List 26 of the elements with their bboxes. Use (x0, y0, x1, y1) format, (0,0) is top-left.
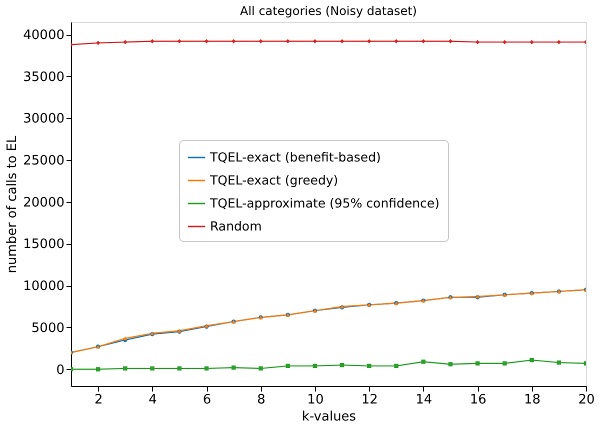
y-tick-label: 0 (56, 362, 64, 378)
x-tick-label: 14 (416, 392, 432, 408)
y-tick-label: 20000 (23, 195, 64, 210)
x-axis-title: k-values (302, 410, 356, 424)
x-tick-label: 10 (307, 392, 324, 408)
y-tick-label: 35000 (23, 70, 64, 85)
y-tick-label: 15000 (23, 237, 64, 252)
x-tick-label: 8 (257, 392, 266, 408)
y-tick-label: 5000 (31, 320, 64, 336)
legend-label: TQEL-approximate (95% confidence) (209, 196, 440, 210)
legend-label: TQEL-exact (greedy) (209, 172, 338, 188)
chart-title: All categories (Noisy dataset) (240, 4, 417, 18)
x-tick-label: 16 (470, 392, 486, 408)
y-tick-label: 40000 (23, 28, 64, 44)
y-tick-label: 25000 (23, 154, 64, 169)
legend-label: TQEL-exact (benefit-based) (209, 150, 381, 164)
y-tick-label: 10000 (23, 279, 64, 294)
x-tick-label: 12 (361, 392, 378, 408)
x-tick-label: 6 (202, 392, 212, 408)
x-tick-label: 4 (148, 392, 157, 408)
y-tick-label: 30000 (23, 112, 64, 127)
x-tick-label: 2 (94, 392, 103, 408)
y-axis-title: number of calls to EL (5, 135, 20, 274)
legend-label: Random (210, 218, 262, 234)
x-tick-label: 20 (578, 392, 595, 408)
x-tick-label: 18 (524, 392, 541, 408)
